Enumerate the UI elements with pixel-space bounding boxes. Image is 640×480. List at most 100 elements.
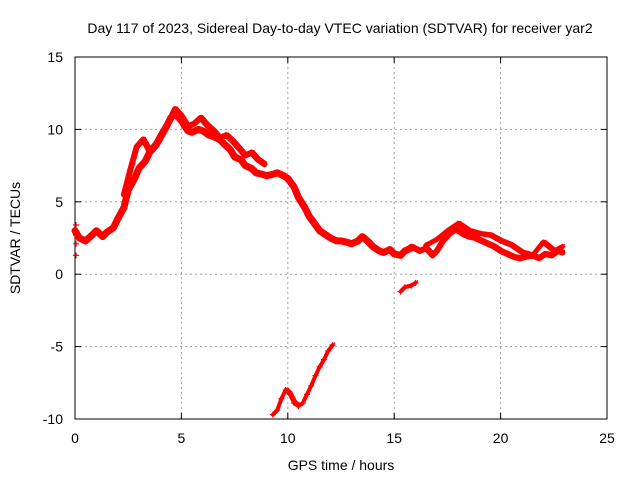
- data-point: [459, 230, 466, 237]
- data-point: [423, 242, 430, 249]
- data-point: [159, 129, 166, 136]
- data-point: [338, 237, 344, 244]
- data-point: [299, 400, 306, 407]
- data-point: [329, 342, 336, 349]
- data-point: [397, 288, 404, 295]
- data-point: [263, 172, 270, 179]
- start-marker: [73, 221, 79, 228]
- y-tick-label: 0: [55, 266, 63, 282]
- data-point: [242, 162, 249, 169]
- data-point: [433, 248, 440, 255]
- data-point: [391, 250, 398, 257]
- data-point: [133, 143, 140, 150]
- data-point: [142, 158, 149, 165]
- data-point: [269, 411, 276, 418]
- main-track: [71, 110, 415, 259]
- data-point: [408, 243, 415, 250]
- data-point: [172, 106, 179, 113]
- data-point: [397, 252, 404, 259]
- data-point: [99, 233, 106, 240]
- data-point: [476, 230, 483, 237]
- data-point: [359, 233, 366, 240]
- x-tick-label: 15: [386, 430, 402, 446]
- data-point: [542, 250, 549, 257]
- data-point: [127, 166, 134, 173]
- data-point: [503, 250, 510, 257]
- data-point: [140, 136, 147, 143]
- start-marker: [73, 240, 79, 247]
- data-point: [120, 204, 127, 211]
- data-point: [316, 227, 323, 234]
- data-point: [508, 242, 515, 249]
- data-point: [559, 243, 566, 250]
- data-point: [274, 407, 281, 414]
- data-point: [291, 400, 298, 407]
- late-track-offset: [412, 226, 566, 258]
- data-point: [216, 135, 223, 142]
- data-point: [76, 235, 83, 241]
- x-tick-label: 10: [280, 430, 296, 446]
- data-point: [465, 227, 472, 234]
- data-point: [203, 122, 210, 129]
- data-point: [229, 137, 236, 144]
- data-point: [429, 252, 436, 259]
- data-point: [206, 132, 213, 139]
- data-point: [210, 127, 217, 134]
- grid: [75, 57, 607, 419]
- data-point: [223, 132, 230, 139]
- data-point: [178, 113, 185, 120]
- data-point: [325, 347, 332, 354]
- data-point: [72, 227, 78, 234]
- data-point: [369, 243, 376, 250]
- data-point: [282, 387, 289, 394]
- data-point: [348, 240, 355, 247]
- data-point: [497, 248, 504, 255]
- y-tick-label: -10: [43, 411, 63, 427]
- data-point: [227, 146, 234, 153]
- data-point: [259, 171, 266, 178]
- y-tick-label: -5: [51, 339, 64, 355]
- y-tick-label: 15: [47, 49, 63, 65]
- data-point: [135, 165, 142, 172]
- data-point: [486, 232, 493, 239]
- data-point: [472, 235, 479, 241]
- data-point: [278, 395, 285, 402]
- data-point: [548, 252, 555, 259]
- data-point: [518, 249, 525, 256]
- data-point: [308, 382, 315, 389]
- data-point: [191, 120, 198, 127]
- data-point: [386, 246, 393, 253]
- y-axis-label: SDTVAR / TECUs: [7, 182, 23, 294]
- data-point: [269, 171, 276, 178]
- data-point: [197, 114, 204, 121]
- data-point: [312, 372, 319, 379]
- data-point: [365, 239, 372, 246]
- start-marker: [73, 252, 79, 259]
- data-point: [540, 239, 547, 246]
- data-point: [478, 237, 485, 244]
- series-group: [71, 106, 566, 418]
- data-point: [323, 232, 330, 239]
- data-point: [401, 248, 408, 255]
- data-point: [184, 123, 191, 130]
- data-point: [120, 191, 127, 198]
- data-point: [286, 391, 293, 398]
- data-point: [312, 221, 319, 228]
- data-point: [280, 172, 287, 179]
- data-point: [89, 232, 96, 239]
- data-point: [433, 236, 440, 243]
- data-point: [559, 249, 566, 256]
- data-point: [355, 237, 362, 244]
- data-point: [131, 175, 138, 182]
- chart-title: Day 117 of 2023, Sidereal Day-to-day VTE…: [87, 20, 592, 36]
- data-point: [295, 402, 302, 409]
- data-point: [291, 184, 298, 191]
- data-point: [491, 243, 498, 250]
- data-point: [152, 140, 159, 147]
- plot-frame: [74, 56, 608, 420]
- data-point: [274, 169, 281, 176]
- data-point: [235, 145, 242, 152]
- y-tick-label: 5: [55, 194, 63, 210]
- data-point: [408, 282, 415, 289]
- data-point: [165, 119, 172, 126]
